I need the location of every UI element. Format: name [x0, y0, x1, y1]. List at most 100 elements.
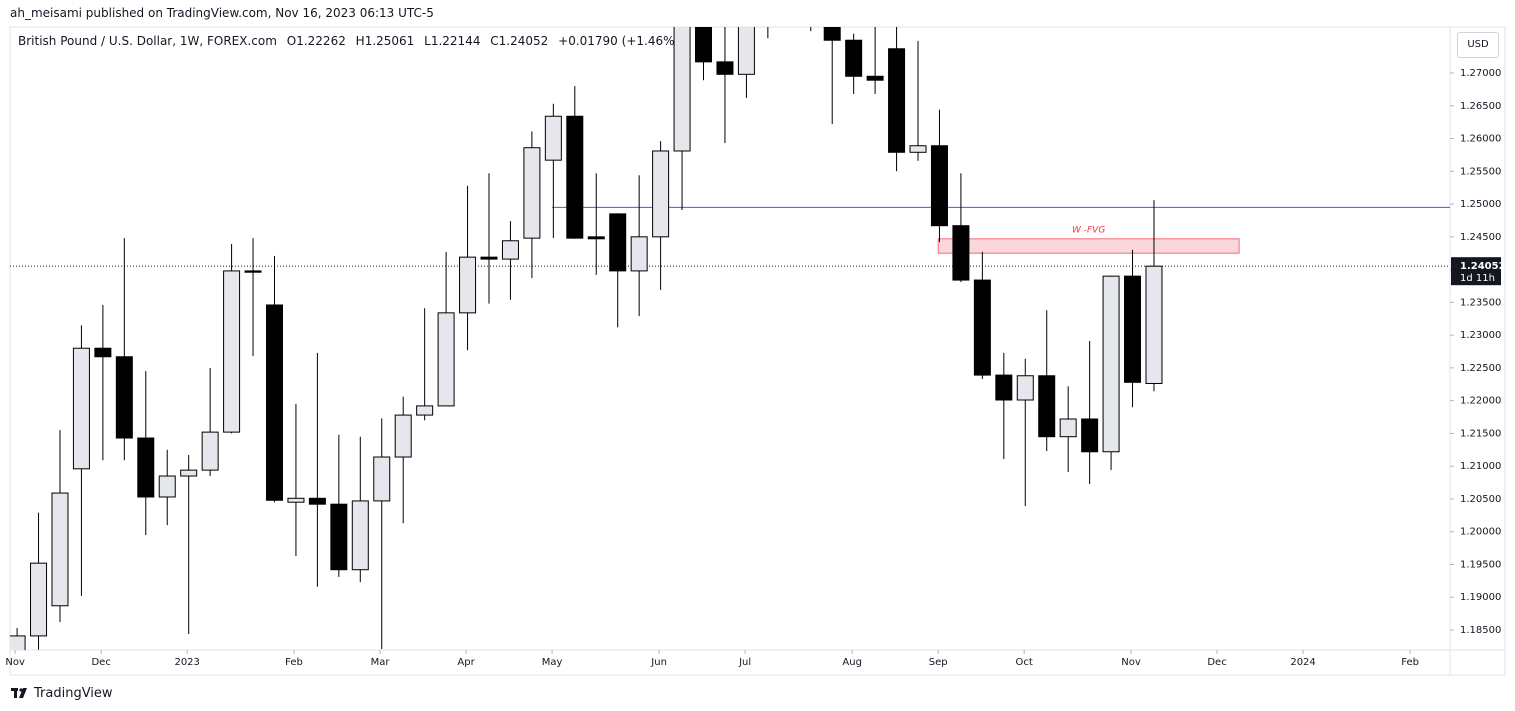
- frame: [9, 26, 1506, 676]
- y-tick-label: 1.25500: [1460, 166, 1501, 177]
- ohlc-close: C1.24052: [490, 34, 549, 48]
- candle-body-down: [330, 503, 348, 571]
- candle-body-down: [695, 27, 713, 63]
- candle-body-up: [394, 414, 412, 458]
- candle-body-down: [866, 75, 884, 81]
- y-tick-label: 1.24500: [1460, 232, 1501, 243]
- candle-body-up: [673, 27, 691, 152]
- candle-body-up: [909, 145, 927, 153]
- candle-body-up: [223, 270, 241, 433]
- x-tick-label: Apr: [457, 657, 475, 668]
- y-tick-label: 1.23000: [1460, 330, 1501, 341]
- candle-body-down: [1081, 418, 1099, 453]
- candle-body-down: [94, 347, 112, 358]
- candle-body-up: [544, 115, 562, 161]
- y-tick-label: 1.20000: [1460, 527, 1501, 538]
- x-tick-label: Feb: [285, 657, 303, 668]
- y-tick-label: 1.21500: [1460, 428, 1501, 439]
- candle-body-up: [501, 240, 519, 260]
- candle-body-up: [459, 256, 477, 314]
- candle-body-down: [716, 61, 734, 75]
- y-tick-label: 1.27000: [1460, 68, 1501, 79]
- candle-body-up: [373, 456, 391, 502]
- candle-body-up: [51, 492, 69, 607]
- publisher: ah_meisami published on TradingView.com,…: [10, 6, 434, 20]
- y-tick-label: 1.22000: [1460, 396, 1501, 407]
- candle-body-down: [1038, 375, 1056, 438]
- x-tick-label: Dec: [1207, 657, 1226, 668]
- candle-body-down: [115, 356, 133, 439]
- candle-body-down: [930, 145, 948, 227]
- legend: British Pound / U.S. Dollar, 1W, FOREX.c…: [18, 34, 685, 48]
- x-tick-label: Nov: [1121, 657, 1141, 668]
- candle-body-up: [201, 431, 219, 471]
- candle-body-up: [630, 236, 648, 272]
- ohlc-low: L1.22144: [424, 34, 481, 48]
- x-tick-label: Feb: [1401, 657, 1419, 668]
- y-tick-label: 1.25000: [1460, 199, 1501, 210]
- ohlc-high: H1.25061: [355, 34, 415, 48]
- y-tick-label: 1.19000: [1460, 592, 1501, 603]
- candle-body-down: [566, 115, 584, 239]
- candle-body-down: [1124, 275, 1142, 383]
- candle-body-up: [180, 469, 198, 477]
- x-tick-label: Aug: [842, 657, 862, 668]
- candle-body-up: [437, 312, 455, 407]
- candle-body-down: [888, 48, 906, 153]
- x-tick-label: Sep: [929, 657, 948, 668]
- candle-body-down: [244, 270, 262, 273]
- countdown-label: 1d 11h: [1460, 273, 1495, 284]
- candle-body-up: [760, 0, 776, 1]
- candle-body-down: [995, 374, 1013, 401]
- candle-body-up: [416, 405, 434, 416]
- y-tick-label: 1.26500: [1460, 101, 1501, 112]
- candle-body-up: [158, 475, 176, 498]
- candle-body-up: [1145, 265, 1163, 384]
- y-tick-label: 1.19500: [1460, 559, 1501, 570]
- candle-body-up: [287, 497, 305, 503]
- x-tick-label: Mar: [371, 657, 391, 668]
- candle-body-up: [523, 147, 541, 239]
- candle-body-down: [952, 225, 970, 281]
- x-tick-label: Nov: [5, 657, 25, 668]
- candle-body-up: [652, 150, 670, 238]
- logo: [11, 688, 27, 698]
- ohlc-open: O1.22262: [286, 34, 346, 48]
- last-price-badge: [1451, 257, 1501, 286]
- candle-body-up: [737, 27, 755, 75]
- candle-body-down: [609, 213, 627, 272]
- y-tick-label: 1.20500: [1460, 494, 1501, 505]
- brand: TradingView: [34, 686, 113, 701]
- candle-body-down: [823, 27, 841, 41]
- candle-body-up: [1059, 418, 1077, 438]
- candle-body-up: [10, 635, 26, 650]
- axes: 1.18500 1.19000 1.19500 1.20000 1.20500 1.210…: [5, 68, 1505, 668]
- candle-body-up: [351, 500, 369, 571]
- candle-body-down: [480, 256, 498, 260]
- y-tick-label: 1.21000: [1460, 461, 1501, 472]
- ohlc-change: +0.01790 (+1.46%): [558, 34, 680, 48]
- candle-body-down: [973, 279, 991, 376]
- candle-body-up: [72, 347, 90, 470]
- plot-area: W -FVG: [10, 0, 1450, 650]
- candle-body-up: [1016, 375, 1034, 401]
- candle-body-down: [845, 39, 863, 77]
- y-tick-label: 1.18500: [1460, 625, 1501, 636]
- symbol: British Pound / U.S. Dollar, 1W, FOREX.c…: [18, 34, 277, 48]
- x-tick-label: Jul: [738, 657, 751, 668]
- candle-body-down: [308, 497, 326, 505]
- x-tick-label: Oct: [1016, 657, 1033, 668]
- x-tick-label: Dec: [91, 657, 110, 668]
- currency-button[interactable]: USD: [1457, 32, 1499, 58]
- x-tick-label: 2023: [174, 657, 199, 668]
- candle-body-down: [137, 437, 155, 498]
- y-tick-label: 1.22500: [1460, 363, 1501, 374]
- last-price-label: 1.24052: [1460, 261, 1506, 272]
- x-tick-label: Jun: [650, 657, 667, 668]
- fvg-label: W -FVG: [1072, 225, 1105, 235]
- candle-body-down: [587, 236, 605, 240]
- candle-body-up: [1102, 275, 1120, 453]
- fvg-zone: [937, 238, 1240, 254]
